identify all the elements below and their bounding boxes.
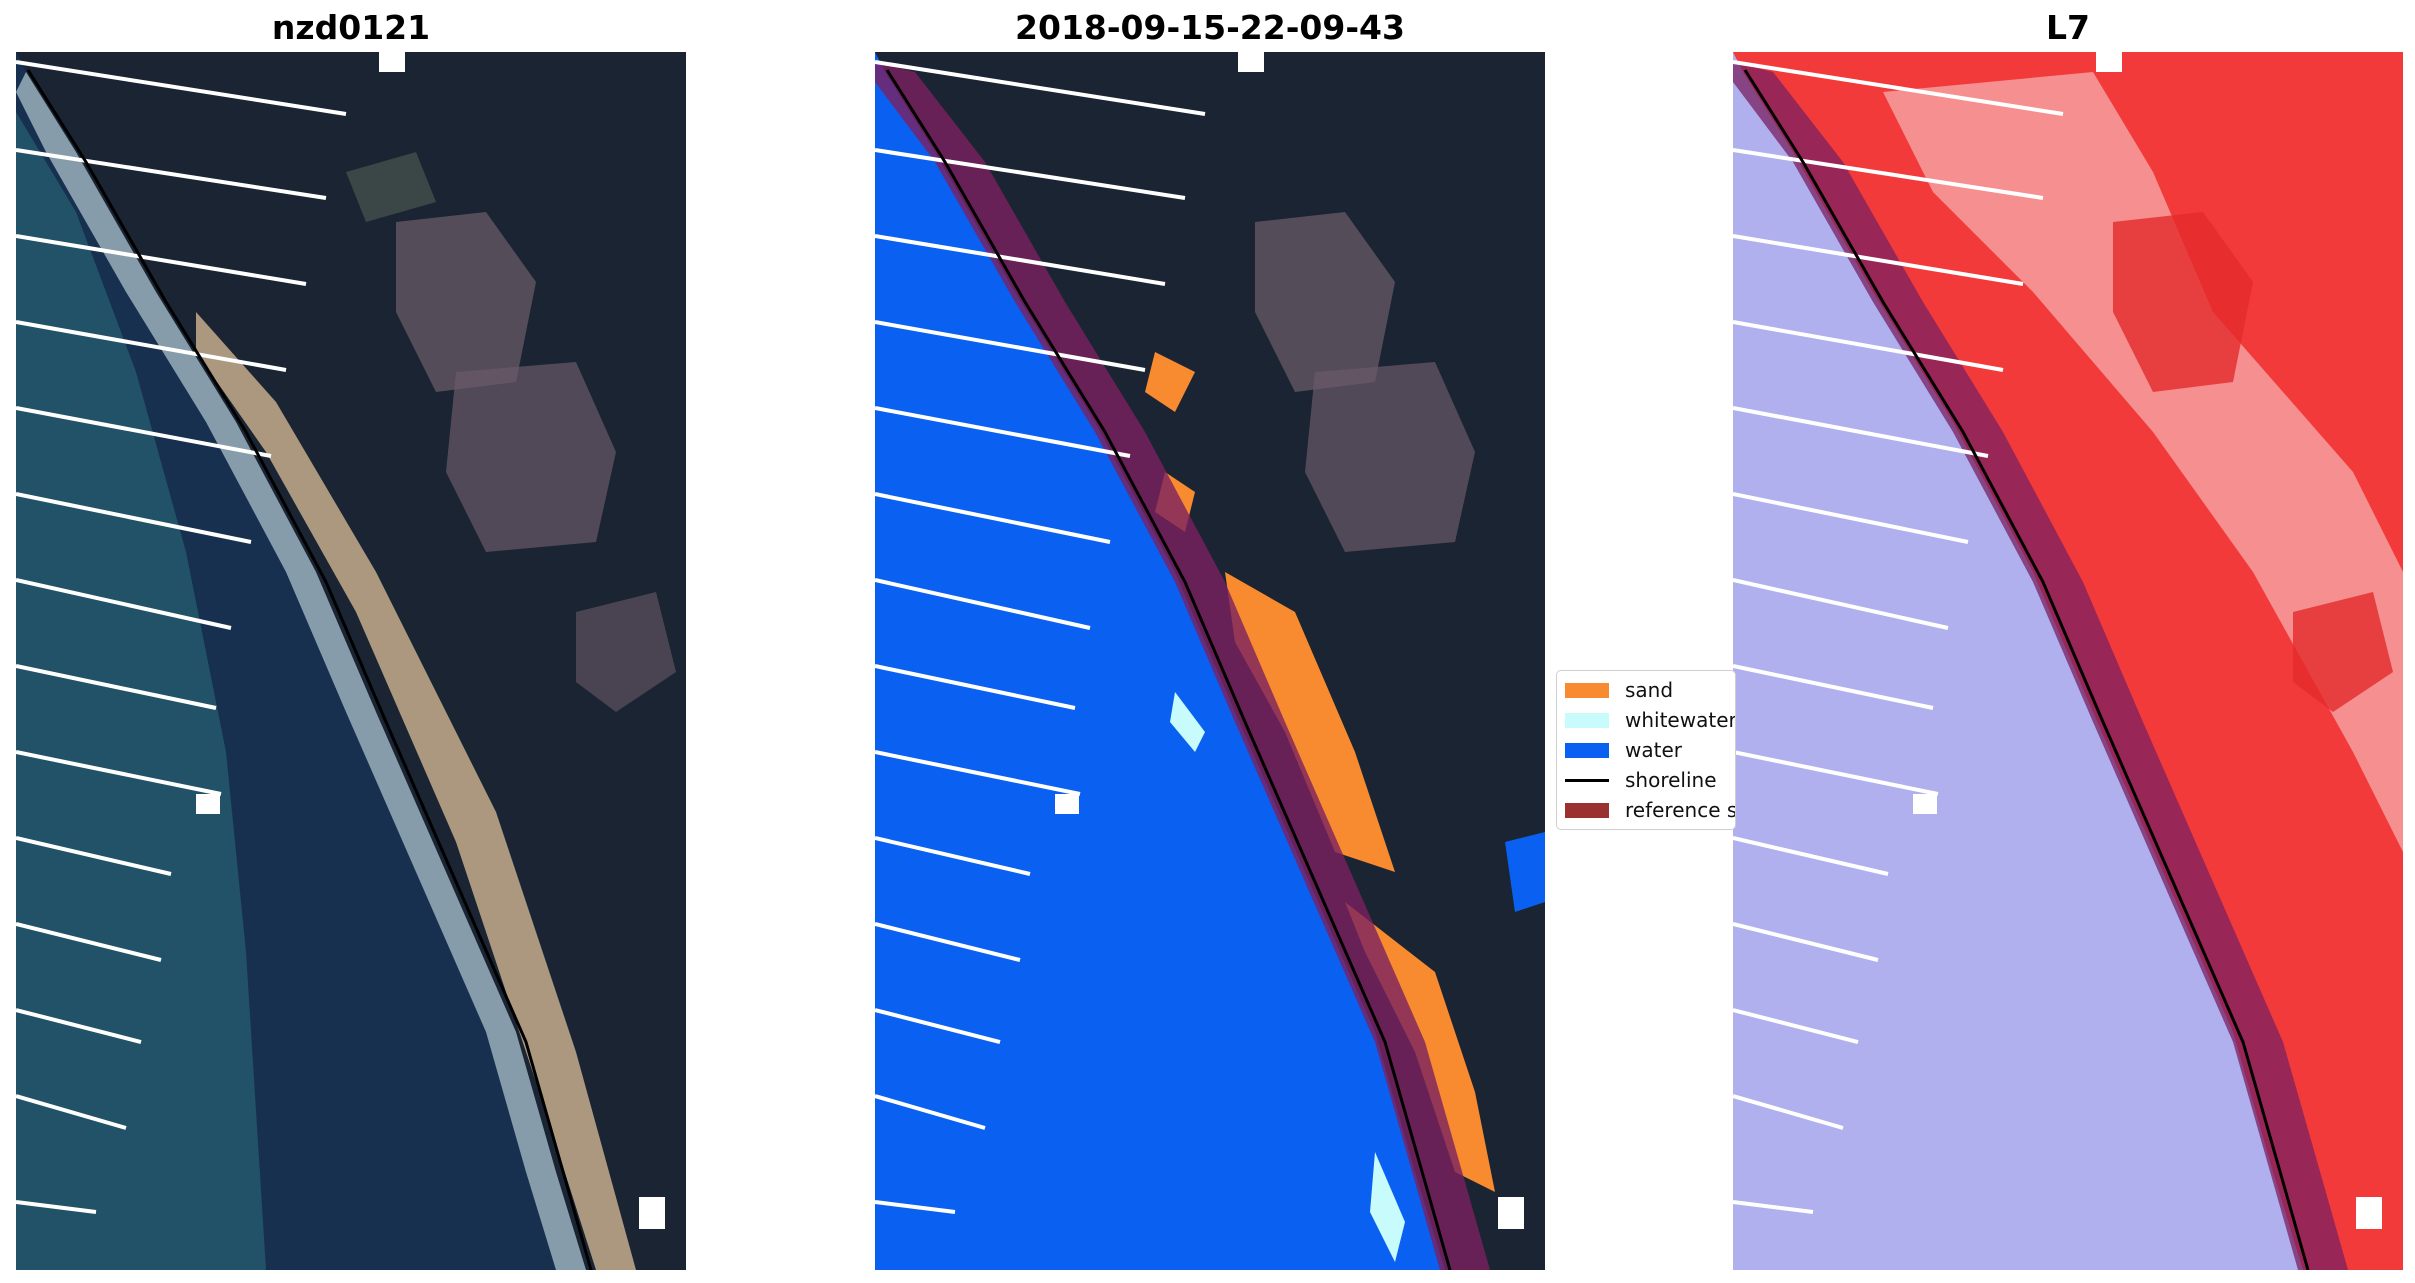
legend-item-water: water — [1565, 737, 1682, 763]
legend-item-reference: reference s — [1565, 797, 1736, 823]
l7-image — [1733, 52, 2403, 1270]
legend-label-sand: sand — [1625, 678, 1674, 702]
panel-title-l7: L7 — [2046, 8, 2090, 47]
legend-label-whitewater: whitewater — [1625, 708, 1736, 732]
legend-label-water: water — [1625, 738, 1682, 762]
rgb-image — [16, 52, 686, 1270]
l7-image-panel — [1733, 52, 2403, 1270]
reference-swatch — [1565, 802, 1609, 818]
legend-label-shoreline: shoreline — [1625, 768, 1717, 792]
legend-item-shoreline: shoreline — [1565, 767, 1717, 793]
rgb-image-panel — [16, 52, 686, 1270]
sand-swatch — [1565, 682, 1609, 698]
shoreline-swatch — [1565, 778, 1609, 782]
legend-label-reference: reference s — [1625, 798, 1736, 822]
water-swatch — [1565, 742, 1609, 758]
panel-title-rgb: nzd0121 — [271, 8, 431, 47]
panel-title-classified: 2018-09-15-22-09-43 — [1015, 8, 1405, 47]
legend: sand whitewater water shoreline referenc… — [1556, 670, 1736, 830]
whitewater-swatch — [1565, 712, 1609, 728]
classified-image-panel — [875, 52, 1545, 1270]
classified-image — [875, 52, 1545, 1270]
legend-item-sand: sand — [1565, 677, 1673, 703]
legend-item-whitewater: whitewater — [1565, 707, 1736, 733]
